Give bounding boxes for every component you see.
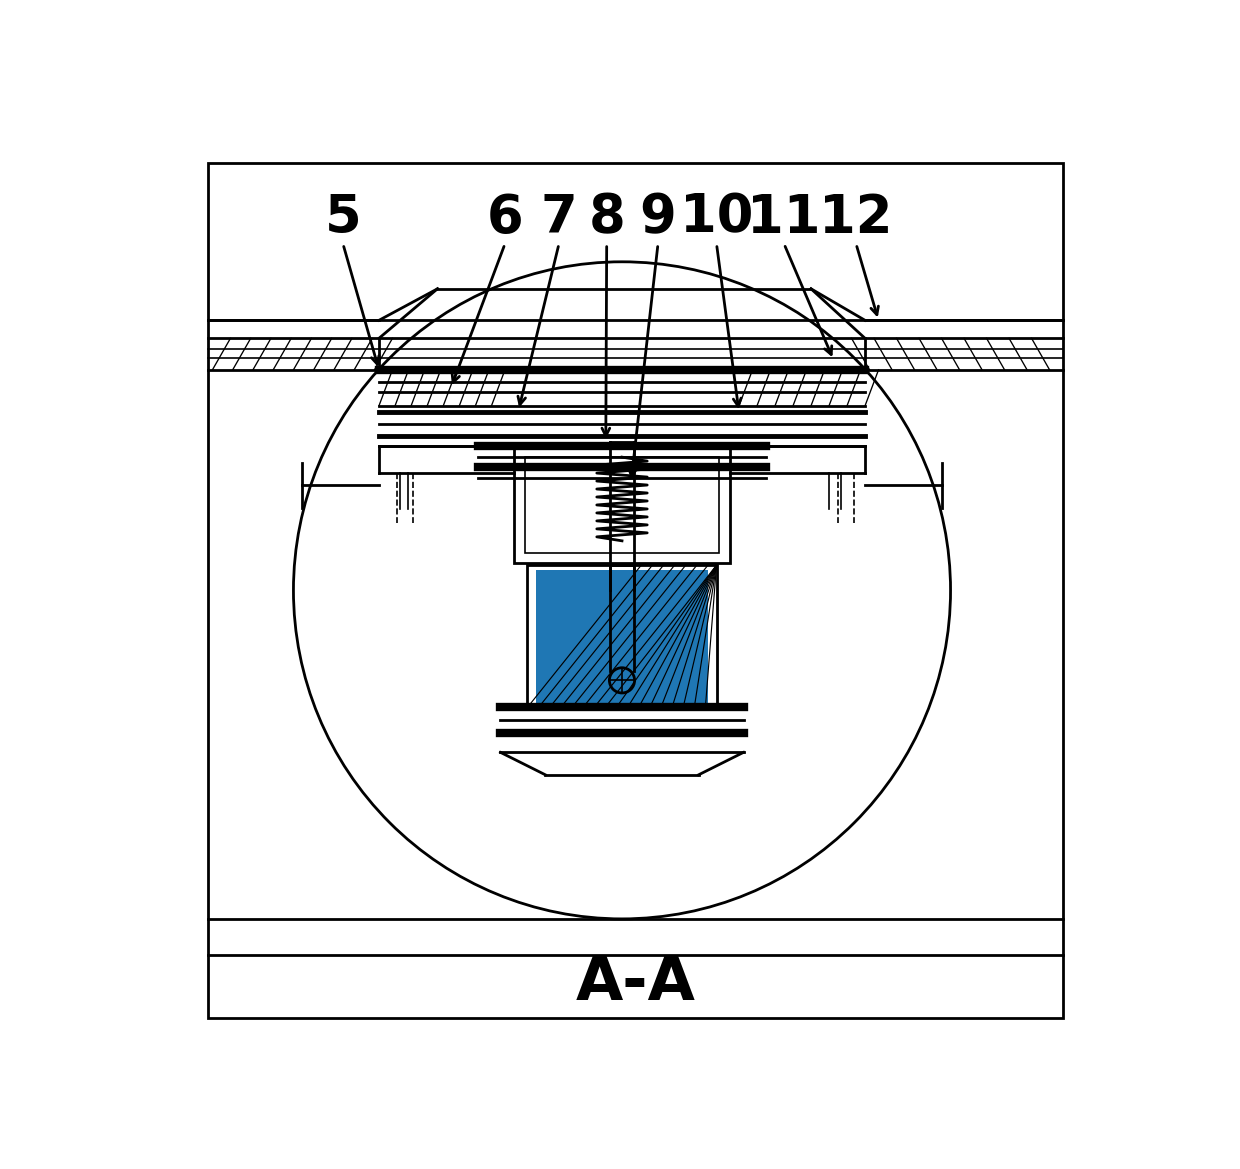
Text: A-A: A-A — [575, 954, 696, 1014]
Text: 8: 8 — [588, 192, 625, 244]
Text: 12: 12 — [820, 192, 893, 244]
Text: 9: 9 — [640, 192, 676, 244]
Text: 5: 5 — [325, 192, 361, 244]
Text: 6: 6 — [486, 192, 523, 244]
Bar — [537, 569, 708, 703]
Bar — [515, 447, 730, 563]
Bar — [527, 565, 717, 707]
Text: 7: 7 — [541, 192, 578, 244]
Text: 11: 11 — [748, 192, 821, 244]
Text: 10: 10 — [680, 192, 753, 244]
Bar — [525, 457, 719, 553]
Bar — [538, 574, 706, 698]
